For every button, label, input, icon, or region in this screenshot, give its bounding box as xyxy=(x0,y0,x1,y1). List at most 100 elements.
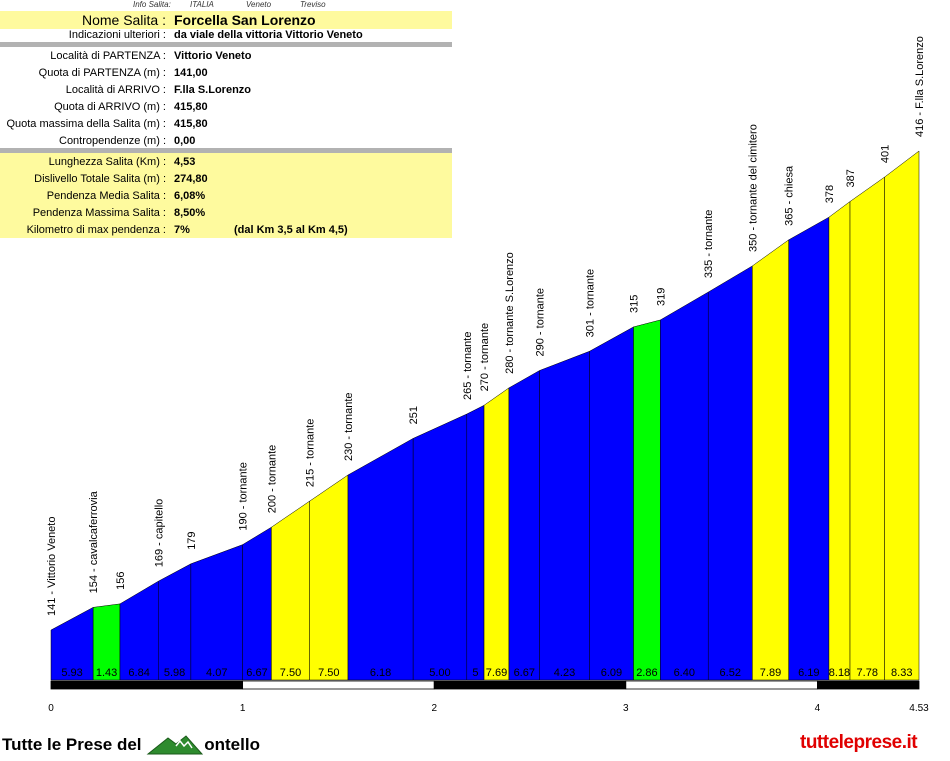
climb-detail-label: Località di ARRIVO : xyxy=(65,83,166,96)
altitude-point-label: 387 xyxy=(845,169,857,187)
footer-brand-text-b: ontello xyxy=(204,735,260,754)
profile-segment xyxy=(466,404,485,681)
profile-segment xyxy=(309,474,349,681)
altitude-point-label: 154 - cavalcaferrovia xyxy=(88,490,100,593)
footer-brand-text-a: Tutte le Prese del xyxy=(2,735,142,754)
segment-grade-label: 6.18 xyxy=(370,667,391,679)
segment-grade-label: 4.07 xyxy=(206,667,227,679)
segment-grade-label: 7.50 xyxy=(280,667,301,679)
segment-grade-label: 6.67 xyxy=(514,667,535,679)
climb-detail-label: Località di PARTENZA : xyxy=(50,49,166,62)
segment-grade-label: 7.89 xyxy=(760,667,781,679)
altitude-point-label: 190 - tornante xyxy=(238,462,250,531)
meta-country: ITALIA xyxy=(190,0,214,9)
climb-stat-value: 274,80 xyxy=(174,172,208,185)
x-tick-label: 4 xyxy=(815,703,821,714)
profile-segment xyxy=(190,544,243,681)
profile-segment xyxy=(483,387,510,681)
altitude-point-label: 230 - tornante xyxy=(343,392,355,461)
segment-grade-label: 1.43 xyxy=(96,667,117,679)
climb-detail-row: Quota di ARRIVO (m) : 415,80 xyxy=(0,98,452,115)
segment-grade-label: 7.69 xyxy=(486,667,507,679)
climb-detail-label: Contropendenze (m) : xyxy=(59,134,166,147)
mountain-logo-icon xyxy=(146,734,204,755)
segment-grade-label: 8.33 xyxy=(891,667,912,679)
profile-segment xyxy=(660,291,709,681)
altitude-point-label: 315 xyxy=(628,295,640,313)
profile-segment xyxy=(412,413,468,681)
km-scale-bar xyxy=(433,680,627,690)
climb-stat-extra: (dal Km 3,5 al Km 4,5) xyxy=(234,223,348,236)
footer-site-link[interactable]: tutteleprese.it xyxy=(800,732,918,753)
climb-detail-row: Quota di PARTENZA (m) : 141,00 xyxy=(0,64,452,81)
climb-stat-label: Lunghezza Salita (Km) : xyxy=(48,155,166,168)
climb-stat-label: Dislivello Totale Salita (m) : xyxy=(34,172,166,185)
x-tick-label: 0 xyxy=(48,703,54,714)
climb-detail-value: 415,80 xyxy=(174,117,208,130)
climb-stat-row: Pendenza Massima Salita : 8,50% xyxy=(0,204,452,221)
meta-info-label: Info Salita: xyxy=(133,0,171,9)
segment-grade-label: 8.18 xyxy=(829,667,850,679)
climb-stat-row: Kilometro di max pendenza : 7% (dal Km 3,5… xyxy=(0,221,452,238)
altitude-point-label: 301 - tornante xyxy=(584,269,596,338)
climb-detail-value: F.lla S.Lorenzo xyxy=(174,83,252,96)
profile-segment xyxy=(828,201,851,681)
x-tick-label: 2 xyxy=(431,703,437,714)
segment-grade-label: 7.78 xyxy=(857,667,878,679)
altitude-point-label: 290 - tornante xyxy=(535,288,547,357)
segment-grade-label: 5.98 xyxy=(164,667,185,679)
segment-grade-label: 5.00 xyxy=(429,667,450,679)
profile-segment xyxy=(633,319,661,681)
climb-stat-value: 6,08% xyxy=(174,189,206,202)
segment-grade-label: 6.09 xyxy=(601,667,622,679)
altitude-point-label: 215 - tornante xyxy=(305,419,317,488)
altitude-point-label: 401 xyxy=(880,145,892,163)
altitude-point-label: 251 xyxy=(408,406,420,424)
profile-segment xyxy=(539,350,590,681)
profile-segment xyxy=(884,150,920,681)
meta-region: Veneto xyxy=(246,0,272,9)
altitude-point-label: 270 - tornante xyxy=(479,323,491,392)
segment-grade-label: 6.67 xyxy=(246,667,267,679)
segment-grade-label: 6.52 xyxy=(720,667,741,679)
profile-segment xyxy=(158,563,192,681)
profile-segment xyxy=(347,437,414,681)
profile-segment xyxy=(849,176,885,681)
segment-grade-label: 5.93 xyxy=(61,667,82,679)
segment-grade-label: 6.19 xyxy=(798,667,819,679)
climb-stat-label: Pendenza Media Salita : xyxy=(46,189,166,202)
altitude-point-label: 350 - tornante del cimitero xyxy=(747,124,759,252)
climb-detail-value: Vittorio Veneto xyxy=(174,49,252,62)
climb-detail-label: Quota di PARTENZA (m) : xyxy=(38,66,166,79)
segment-grade-label: 4.23 xyxy=(554,667,575,679)
x-tick-label: 1 xyxy=(240,703,246,714)
climb-detail-value: 415,80 xyxy=(174,100,208,113)
climb-stat-label: Pendenza Massima Salita : xyxy=(32,206,166,219)
profile-segment xyxy=(707,265,753,681)
climb-detail-row: Contropendenze (m) : 0,00 xyxy=(0,132,452,149)
segment-grade-label: 2.86 xyxy=(636,667,657,679)
directions-value: da viale della vittoria Vittorio Veneto xyxy=(174,29,363,41)
altitude-point-label: 319 xyxy=(655,288,667,306)
meta-province: Treviso xyxy=(300,0,326,9)
climb-detail-row: Località di PARTENZA : Vittorio Veneto xyxy=(0,47,452,64)
segment-grade-label: 6.40 xyxy=(674,667,695,679)
climb-detail-value: 0,00 xyxy=(174,134,196,147)
segment-grade-label: 6.84 xyxy=(128,667,149,679)
altitude-point-label: 416 - F.lla S.Lorenzo xyxy=(914,36,926,137)
climb-stat-row: Lunghezza Salita (Km) : 4,53 xyxy=(0,153,452,170)
altitude-point-label: 200 - tornante xyxy=(266,445,278,514)
climb-stat-value: 4,53 xyxy=(174,155,196,168)
footer-brand: Tutte le Prese del ontello xyxy=(2,734,260,755)
climb-detail-label: Quota di ARRIVO (m) : xyxy=(54,100,166,113)
directions-row: Indicazioni ulteriori : da viale della vi… xyxy=(0,28,452,42)
profile-segment xyxy=(242,526,272,681)
climb-detail-value: 141,00 xyxy=(174,66,208,79)
altitude-point-label: 156 xyxy=(115,572,127,590)
climb-name-label: Nome Salita : xyxy=(81,12,166,28)
separator-bar xyxy=(0,148,452,153)
segment-grade-label: 7.50 xyxy=(318,667,339,679)
km-scale-bar xyxy=(242,680,435,690)
